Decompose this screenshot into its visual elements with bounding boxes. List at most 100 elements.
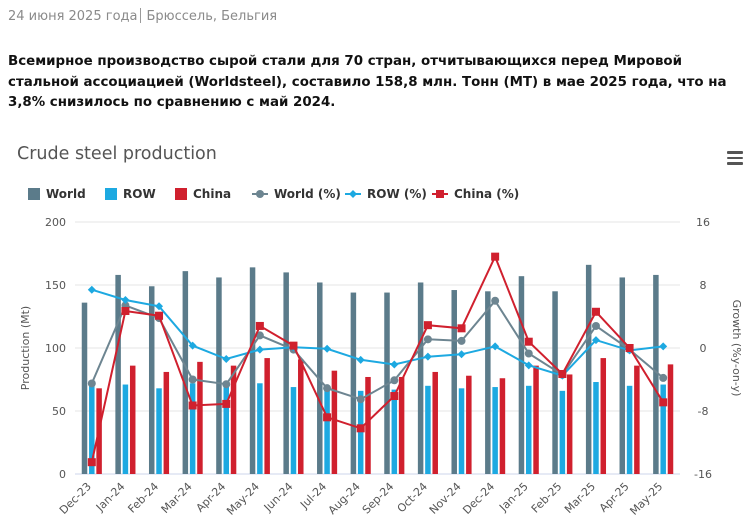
point-china-pct bbox=[188, 401, 197, 410]
legend-label: ROW bbox=[123, 187, 156, 201]
legend-item-world[interactable]: World bbox=[28, 187, 86, 201]
point-china-pct bbox=[121, 306, 130, 315]
bar-row bbox=[425, 385, 431, 474]
bar-row bbox=[122, 384, 129, 474]
x-tick-label: Jun-24 bbox=[261, 480, 296, 515]
line-world bbox=[90, 299, 664, 401]
point-world-pct bbox=[222, 380, 231, 389]
point-world-pct bbox=[591, 321, 600, 330]
point-world-pct bbox=[255, 331, 264, 340]
bar-row bbox=[223, 385, 229, 474]
x-tick-label: Feb-24 bbox=[125, 480, 161, 516]
article-date: 24 июня 2025 года bbox=[8, 9, 138, 24]
bar-china bbox=[667, 364, 674, 474]
bar-china bbox=[163, 371, 170, 474]
point-world-pct bbox=[659, 373, 668, 382]
x-tick-label: Apr-24 bbox=[194, 480, 229, 515]
point-world-pct bbox=[323, 384, 332, 393]
x-tick-label: May-25 bbox=[627, 480, 665, 518]
bar-row bbox=[357, 390, 364, 474]
y2-tick-label: -16 bbox=[694, 468, 712, 481]
bar-china bbox=[129, 365, 136, 474]
x-tick-label: Aug-24 bbox=[326, 480, 363, 517]
point-world-pct bbox=[188, 375, 197, 384]
legend-label: China (%) bbox=[454, 187, 519, 201]
bar-china bbox=[264, 358, 270, 474]
bar-world bbox=[585, 264, 592, 474]
bar-row bbox=[593, 382, 599, 474]
x-tick-label: Jan-24 bbox=[93, 480, 128, 515]
point-row-pct bbox=[356, 355, 365, 364]
point-row-pct bbox=[457, 350, 466, 359]
point-row-pct bbox=[155, 302, 164, 311]
legend-item-row[interactable]: ROW bbox=[105, 187, 156, 201]
point-world-pct bbox=[356, 395, 365, 404]
bar-china bbox=[566, 374, 573, 474]
bar-china bbox=[230, 365, 237, 474]
bar-row bbox=[492, 387, 498, 474]
bar-china bbox=[398, 376, 405, 474]
point-world-pct bbox=[491, 296, 500, 305]
bar-row bbox=[89, 383, 95, 474]
y2-tick-label: -8 bbox=[698, 405, 709, 418]
point-china-pct bbox=[356, 424, 365, 433]
bar-world bbox=[485, 291, 491, 474]
point-row-pct bbox=[323, 344, 332, 353]
legend-swatch bbox=[28, 188, 40, 200]
bar-world bbox=[350, 292, 357, 474]
x-tick-label: Mar-24 bbox=[159, 480, 195, 516]
bar-world bbox=[451, 290, 457, 474]
bar-row bbox=[458, 388, 465, 474]
x-tick-label: Nov-24 bbox=[427, 480, 464, 517]
bar-world bbox=[216, 277, 222, 474]
point-china-pct bbox=[255, 321, 264, 330]
bar-row bbox=[290, 387, 297, 474]
point-china-pct bbox=[524, 337, 533, 346]
x-tick-label: Feb-25 bbox=[529, 480, 565, 516]
point-china-pct bbox=[625, 344, 634, 352]
point-row-pct bbox=[121, 295, 130, 304]
bar-world bbox=[653, 274, 659, 474]
point-row-pct bbox=[491, 342, 500, 351]
bar-world bbox=[417, 282, 424, 474]
bar-world bbox=[249, 267, 256, 474]
point-world-pct bbox=[524, 349, 533, 358]
y-tick-label: 100 bbox=[45, 342, 66, 355]
article-meta: 24 июня 2025 года Брюссель, Бельгия bbox=[8, 8, 277, 24]
bar-china bbox=[432, 371, 438, 474]
legend-label: World (%) bbox=[274, 187, 341, 201]
bar-world bbox=[518, 276, 525, 474]
bar-row bbox=[324, 385, 330, 474]
bar-row bbox=[559, 390, 566, 474]
y-tick-label: 0 bbox=[59, 468, 66, 481]
point-china-pct bbox=[591, 307, 600, 316]
bar-china bbox=[600, 358, 607, 474]
bar-world bbox=[81, 302, 88, 474]
bar-row bbox=[257, 383, 263, 474]
line-china bbox=[90, 254, 665, 463]
bar-china bbox=[634, 365, 640, 474]
point-world-pct bbox=[390, 376, 399, 385]
bar-row bbox=[156, 388, 162, 474]
bar-row bbox=[626, 385, 633, 474]
chart-title: Crude steel production bbox=[17, 144, 217, 164]
legend-item-world[interactable]: World (%) bbox=[252, 187, 341, 201]
legend-item-china[interactable]: China (%) bbox=[432, 187, 519, 201]
point-row-pct bbox=[390, 360, 399, 369]
bar-world bbox=[115, 274, 121, 474]
x-tick-label: Mar-25 bbox=[562, 480, 598, 516]
point-china-pct bbox=[87, 458, 96, 467]
legend-item-row[interactable]: ROW (%) bbox=[345, 187, 427, 201]
x-tick-label: Oct-24 bbox=[395, 480, 430, 515]
legend-item-china[interactable]: China bbox=[175, 187, 231, 201]
bar-world bbox=[148, 286, 155, 474]
bar-china bbox=[466, 375, 472, 474]
point-china-pct bbox=[457, 324, 466, 333]
bar-china bbox=[533, 365, 539, 474]
bar-world bbox=[283, 272, 289, 474]
point-world-pct bbox=[457, 336, 466, 345]
article-location: Брюссель, Бельгия bbox=[146, 9, 278, 24]
hamburger-menu-icon[interactable] bbox=[727, 151, 743, 165]
point-china-pct bbox=[155, 311, 164, 320]
